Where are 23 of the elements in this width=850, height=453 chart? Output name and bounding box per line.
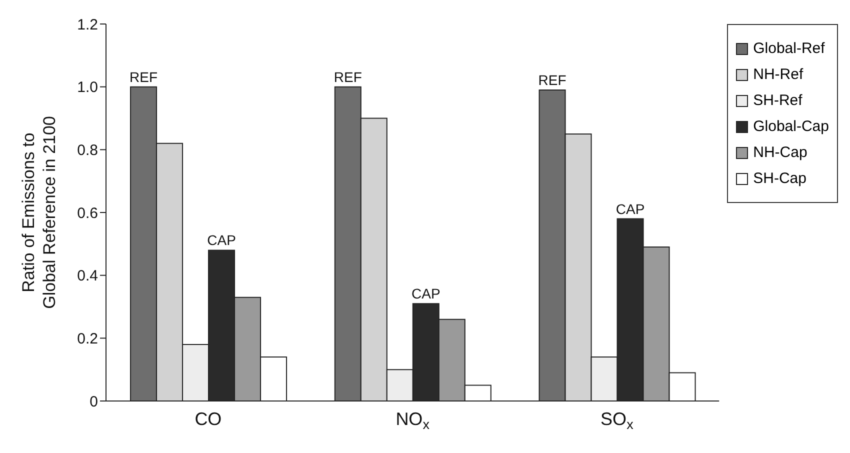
legend-label: Global-Ref: [753, 40, 825, 57]
y-tick-label: 0.4: [77, 268, 98, 285]
legend-label: Global-Cap: [753, 118, 829, 135]
annotation: CAP: [616, 200, 645, 217]
legend-label: SH-Ref: [753, 92, 802, 109]
x-tick-label: NO$_{x}$: [396, 409, 430, 432]
annotation: REF: [334, 68, 362, 85]
y-axis-title: Ratio of Emissions to Global Reference in 2100: [19, 116, 59, 309]
annotation: REF: [538, 72, 566, 88]
legend-label: NH-Ref: [753, 66, 804, 83]
y-tick-label: 0.8: [77, 142, 98, 159]
y-tick-label: 1.2: [77, 16, 98, 34]
x-tick-label: SO$_{x}$: [600, 409, 634, 432]
y-tick-label: 0.6: [77, 204, 98, 222]
y-tick-label: 0.2: [77, 330, 98, 348]
x-tick-label: CO: [194, 409, 222, 429]
legend-label: SH-Cap: [753, 170, 806, 187]
annotation: REF: [130, 68, 158, 85]
annotation: CAP: [207, 232, 236, 248]
annotation: CAP: [412, 286, 440, 302]
y-tick-label: 0: [90, 393, 98, 410]
legend-label: NH-Cap: [753, 144, 808, 161]
y-tick-label: 1.0: [77, 79, 98, 96]
